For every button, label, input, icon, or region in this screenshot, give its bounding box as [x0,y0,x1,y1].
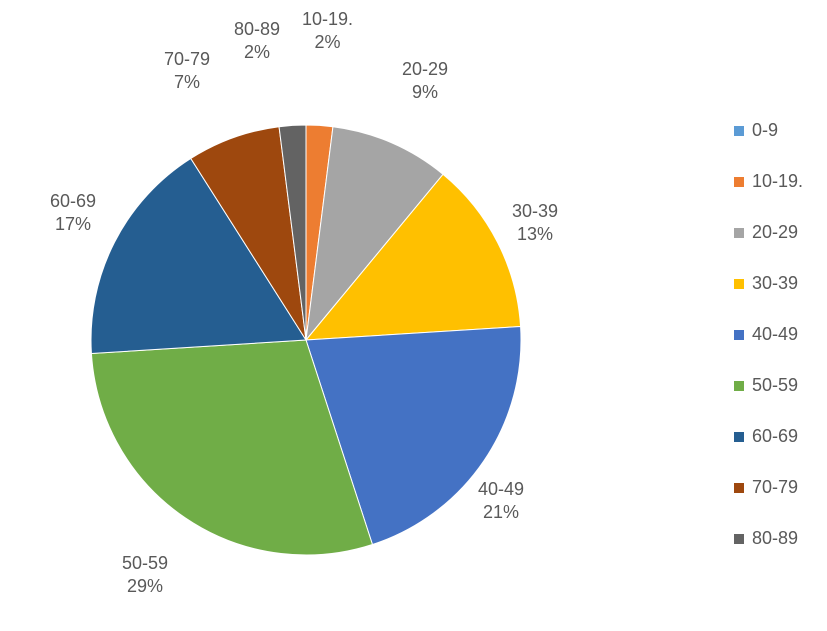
legend-label: 20-29 [752,222,798,243]
slice-label-50-59: 50-5929% [122,552,168,597]
slice-label-10-19-: 10-19.2% [302,8,353,53]
slice-label-name: 70-79 [164,48,210,71]
slice-label-30-39: 30-3913% [512,200,558,245]
slice-label-name: 30-39 [512,200,558,223]
legend-label: 60-69 [752,426,798,447]
legend-swatch [734,279,744,289]
legend-label: 40-49 [752,324,798,345]
legend-item-70-79: 70-79 [734,477,803,498]
pie-chart: 10-19.2%20-299%30-3913%40-4921%50-5929%6… [0,0,827,626]
legend-item-0-9: 0-9 [734,120,803,141]
legend-item-60-69: 60-69 [734,426,803,447]
legend-item-50-59: 50-59 [734,375,803,396]
legend-label: 70-79 [752,477,798,498]
legend-item-10-19-: 10-19. [734,171,803,192]
slice-label-percent: 2% [302,31,353,54]
legend-swatch [734,381,744,391]
legend-swatch [734,228,744,238]
legend-swatch [734,177,744,187]
legend: 0-9 10-19. 20-29 30-39 40-49 50-59 60-69 70-79 8… [734,120,803,549]
slice-label-percent: 17% [50,213,96,236]
slice-label-80-89: 80-892% [234,18,280,63]
slice-label-percent: 29% [122,575,168,598]
legend-swatch [734,330,744,340]
legend-swatch [734,534,744,544]
slice-label-percent: 13% [512,223,558,246]
slice-label-40-49: 40-4921% [478,478,524,523]
legend-label: 30-39 [752,273,798,294]
legend-item-40-49: 40-49 [734,324,803,345]
slice-label-percent: 2% [234,41,280,64]
slice-label-name: 80-89 [234,18,280,41]
legend-swatch [734,126,744,136]
legend-label: 0-9 [752,120,778,141]
slice-label-20-29: 20-299% [402,58,448,103]
slice-label-name: 60-69 [50,190,96,213]
slice-label-percent: 21% [478,501,524,524]
slice-label-name: 20-29 [402,58,448,81]
legend-swatch [734,432,744,442]
legend-item-20-29: 20-29 [734,222,803,243]
legend-swatch [734,483,744,493]
legend-label: 10-19. [752,171,803,192]
slice-label-70-79: 70-797% [164,48,210,93]
legend-item-80-89: 80-89 [734,528,803,549]
legend-label: 50-59 [752,375,798,396]
slice-label-60-69: 60-6917% [50,190,96,235]
legend-item-30-39: 30-39 [734,273,803,294]
slice-label-percent: 7% [164,71,210,94]
slice-label-percent: 9% [402,81,448,104]
slice-label-name: 40-49 [478,478,524,501]
legend-label: 80-89 [752,528,798,549]
slice-label-name: 10-19. [302,8,353,31]
slice-label-name: 50-59 [122,552,168,575]
